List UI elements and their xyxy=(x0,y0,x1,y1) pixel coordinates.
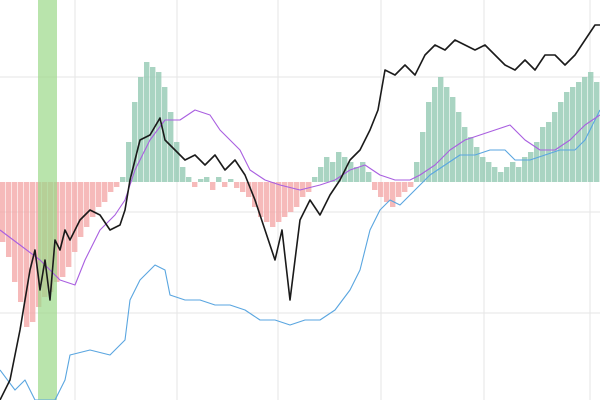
histogram-bar xyxy=(570,87,576,182)
histogram-bar xyxy=(72,182,78,252)
histogram-bar xyxy=(372,182,378,190)
highlight-band xyxy=(38,0,57,400)
histogram-bar xyxy=(564,92,570,182)
histogram-bar xyxy=(588,72,594,182)
histogram-bar xyxy=(150,67,156,182)
histogram-bar xyxy=(108,182,114,192)
histogram-bar xyxy=(294,182,300,207)
histogram-bar xyxy=(270,182,276,227)
histogram-bar xyxy=(522,157,528,182)
histogram-bar xyxy=(414,162,420,182)
histogram-bar xyxy=(276,182,282,222)
series-line xyxy=(0,109,600,400)
histogram-bar xyxy=(258,182,264,217)
histogram-bar xyxy=(180,167,186,182)
histogram-bar xyxy=(552,112,558,182)
histogram-bar xyxy=(396,182,402,197)
histogram-bar xyxy=(132,102,138,182)
histogram-bar xyxy=(162,87,168,182)
histogram-bar xyxy=(282,182,288,217)
histogram-bar xyxy=(486,162,492,182)
histogram-bar xyxy=(516,167,522,182)
histogram-bar xyxy=(360,162,366,182)
histogram-bar xyxy=(222,182,228,187)
histogram-bar xyxy=(366,172,372,182)
histogram-bar xyxy=(114,182,120,187)
histogram-bar xyxy=(60,182,66,277)
histogram-bar xyxy=(96,182,102,207)
histogram-bar xyxy=(288,182,294,212)
histogram-bar xyxy=(432,87,438,182)
histogram-bar xyxy=(504,167,510,182)
histogram-bar xyxy=(402,182,408,192)
histogram-bar xyxy=(24,182,30,327)
histogram-bar xyxy=(444,87,450,182)
histogram-bar xyxy=(468,137,474,182)
histogram-bar xyxy=(264,182,270,222)
histogram-bar xyxy=(120,177,126,182)
histogram-bar xyxy=(594,82,600,182)
histogram-bar xyxy=(438,77,444,182)
histogram-bar xyxy=(78,182,84,237)
histogram-bar xyxy=(84,182,90,227)
histogram-bar xyxy=(90,182,96,217)
histogram-bar xyxy=(12,182,18,282)
histogram-bar xyxy=(540,127,546,182)
histogram-bar xyxy=(384,182,390,202)
histogram-bar xyxy=(534,142,540,182)
histogram-bar xyxy=(330,162,336,182)
histogram-bar xyxy=(156,72,162,182)
histogram-bar xyxy=(66,182,72,267)
histogram-bar xyxy=(558,102,564,182)
histogram-bar xyxy=(420,132,426,182)
histogram-bar xyxy=(192,182,198,187)
histogram-bar xyxy=(30,182,36,322)
histogram-bar xyxy=(240,182,246,192)
histogram-bar xyxy=(18,182,24,302)
histogram-bar xyxy=(174,142,180,182)
histogram-bar xyxy=(456,112,462,182)
histogram-bar xyxy=(246,182,252,197)
histogram-bar xyxy=(336,152,342,182)
histogram-bar xyxy=(198,179,204,182)
histogram-bar xyxy=(312,177,318,182)
histogram-bar xyxy=(234,182,240,188)
histogram-bar xyxy=(378,182,384,197)
histogram-bar xyxy=(426,102,432,182)
histogram-bar xyxy=(228,179,234,182)
histogram-bar xyxy=(582,77,588,182)
histogram-bar xyxy=(408,182,414,187)
histogram-bar xyxy=(102,182,108,202)
histogram-bar xyxy=(354,167,360,182)
histogram-bar xyxy=(318,167,324,182)
histogram-bar xyxy=(546,122,552,182)
histogram-bar xyxy=(168,112,174,182)
histogram-bar xyxy=(510,162,516,182)
histogram-bar xyxy=(6,182,12,257)
histogram-bar xyxy=(186,177,192,182)
histogram-bar xyxy=(0,182,6,242)
histogram-bar xyxy=(216,177,222,182)
histogram-bar xyxy=(306,182,312,192)
histogram-bar xyxy=(474,147,480,182)
histogram-bar xyxy=(204,177,210,182)
histogram-bar xyxy=(498,172,504,182)
histogram-bar xyxy=(348,162,354,182)
histogram-bar xyxy=(210,182,216,190)
histogram-bar xyxy=(126,142,132,182)
histogram-bar xyxy=(144,62,150,182)
histogram-bar xyxy=(390,182,396,207)
series-line xyxy=(0,24,600,400)
histogram-bar xyxy=(324,157,330,182)
histogram-bar xyxy=(450,97,456,182)
histogram-bar xyxy=(138,77,144,182)
histogram-bar xyxy=(492,167,498,182)
histogram-bar xyxy=(528,152,534,182)
histogram-bar xyxy=(480,157,486,182)
histogram-bar xyxy=(252,182,258,207)
series-line xyxy=(0,109,600,286)
